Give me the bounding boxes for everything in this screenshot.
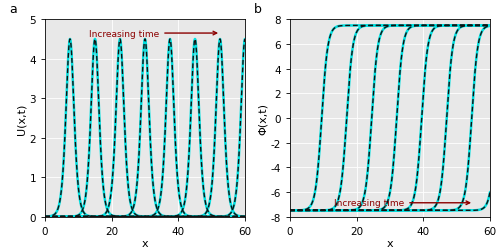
Y-axis label: Φ(x,t): Φ(x,t) — [258, 103, 268, 134]
Text: Increasing time: Increasing time — [89, 29, 216, 38]
X-axis label: x: x — [386, 238, 394, 248]
X-axis label: x: x — [142, 238, 148, 248]
Text: b: b — [254, 3, 262, 16]
Y-axis label: U(x,t): U(x,t) — [16, 103, 26, 134]
Text: a: a — [9, 3, 17, 16]
Text: Increasing time: Increasing time — [334, 199, 469, 207]
